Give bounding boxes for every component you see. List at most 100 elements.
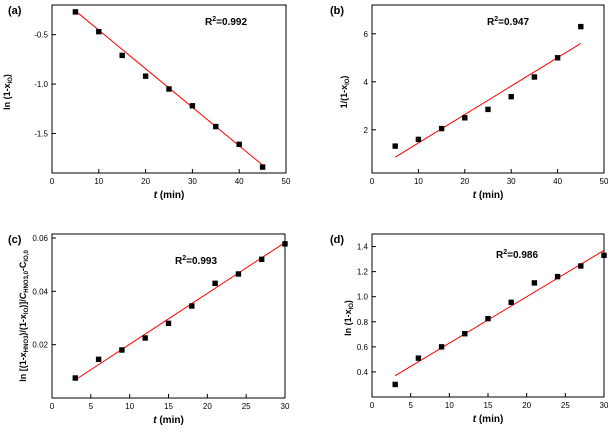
panel-label: (b) (330, 5, 344, 17)
data-point (485, 315, 491, 322)
data-point (462, 115, 468, 121)
data-point (415, 136, 422, 143)
data-point (438, 125, 445, 132)
y-tick-label: 1.2 (357, 268, 369, 277)
y-label-sub: IO,0 (24, 250, 30, 262)
x-tick-label: 30 (281, 402, 290, 411)
x-tick-label: 15 (164, 402, 173, 411)
y-label-part: ) (2, 74, 12, 77)
x-tick-label: 25 (242, 402, 251, 411)
r2-superscript: 2 (503, 249, 507, 256)
data-point (392, 143, 398, 149)
x-tick-label: 10 (125, 402, 134, 411)
r2-superscript: 2 (212, 16, 216, 23)
data-point (508, 93, 514, 100)
x-axis-label: t (min) (473, 414, 504, 425)
plot-frame (51, 4, 287, 174)
chart-panel-1: 0 10 20 30 40 50 -0.5 -1.0 -1.5 (a) R2=0.992 t (min… (2, 4, 291, 201)
y-tick-label: 1.4 (357, 243, 369, 252)
y-label-part: ) (339, 76, 349, 79)
y-axis-label: ln (1-xIO) (2, 74, 14, 110)
r2-superscript: 2 (494, 16, 498, 23)
x-tick-label: 20 (522, 401, 531, 410)
y-label-sub: IO (345, 78, 351, 85)
x-axis-label-var: t (473, 414, 477, 425)
x-tick-label: 30 (188, 177, 197, 186)
plot-frame (51, 233, 286, 399)
r2-prefix: R (175, 256, 183, 267)
y-label-part: ln [(1-x (18, 352, 28, 382)
x-axis-label-var: t (154, 190, 158, 201)
y-label-sub: HNO3 (24, 335, 30, 352)
x-axis-label-unit: (min) (476, 190, 503, 201)
y-tick-label: 6 (364, 30, 369, 39)
x-axis-label: t (min) (154, 190, 185, 201)
x-tick-label: 50 (282, 177, 291, 186)
data-point (578, 23, 584, 30)
y-tick-label: -1.5 (34, 129, 48, 138)
r2-prefix: R (487, 17, 495, 28)
panel-label: (d) (330, 234, 344, 246)
y-label-part: )]/ (18, 299, 28, 308)
x-axis-label-var: t (153, 415, 157, 426)
x-tick-label: 0 (370, 401, 375, 410)
data-point (95, 356, 102, 363)
data-point (119, 52, 125, 59)
plot-frame (371, 233, 605, 398)
x-tick-label: 20 (141, 177, 150, 186)
y-label-sub: IO (24, 307, 30, 314)
data-point (508, 299, 514, 306)
x-axis-label: t (min) (153, 415, 184, 426)
x-tick-label: 5 (408, 401, 413, 410)
y-label-sub: IO (349, 303, 355, 310)
r2-value: =0.992 (216, 17, 247, 28)
data-point (72, 9, 79, 15)
r-squared-annotation: R2=0.986 (496, 249, 538, 261)
data-point (119, 347, 125, 353)
fit-line (394, 42, 582, 158)
y-axis-label: 1/(1-xIO) (339, 76, 351, 109)
data-point (166, 86, 172, 92)
y-label-part: ln (1-x (2, 83, 12, 110)
y-tick-label: 0.8 (357, 318, 369, 327)
chart-panel-3: 0 5 10 15 20 25 30 0.02 0.04 0.06 (c) R2=0.993 t (mi… (8, 233, 290, 426)
x-tick-label: 10 (414, 177, 423, 186)
x-axis-label-unit: (min) (157, 415, 184, 426)
x-axis-label: t (min) (473, 190, 504, 201)
y-label-part: ln (1-x (343, 309, 353, 336)
x-tick-label: 40 (235, 177, 244, 186)
data-point (554, 273, 561, 280)
y-tick-label: 0.06 (32, 234, 48, 243)
y-tick-label: 0.4 (357, 368, 369, 377)
data-point (415, 355, 422, 361)
data-point (165, 320, 172, 327)
data-point (282, 241, 288, 247)
y-tick-label: 4 (364, 78, 369, 87)
y-label-sub: HNO3,0 (24, 270, 30, 292)
data-point (213, 123, 219, 130)
panel-label: (a) (8, 5, 22, 17)
data-point (392, 381, 398, 388)
x-tick-label: 30 (507, 177, 516, 186)
x-tick-label: 0 (50, 177, 55, 186)
data-point (259, 164, 266, 170)
data-point (554, 55, 561, 61)
x-tick-label: 10 (94, 177, 103, 186)
x-tick-label: 50 (600, 177, 608, 186)
y-label-part: )/(1-x (18, 314, 28, 336)
y-label-part: -C (18, 261, 28, 271)
data-point (485, 106, 491, 113)
y-tick-label: 0.6 (357, 343, 369, 352)
r2-value: =0.993 (186, 256, 217, 267)
data-point (212, 280, 218, 287)
y-tick-label: -1.0 (34, 80, 48, 89)
data-point (531, 74, 538, 80)
data-point (96, 28, 102, 35)
data-point (142, 73, 149, 79)
r2-superscript: 2 (182, 255, 186, 262)
y-axis-label: ln (1-xIO) (343, 300, 355, 336)
r-squared-annotation: R2=0.993 (175, 255, 217, 267)
y-tick-label: 1.0 (357, 293, 369, 302)
